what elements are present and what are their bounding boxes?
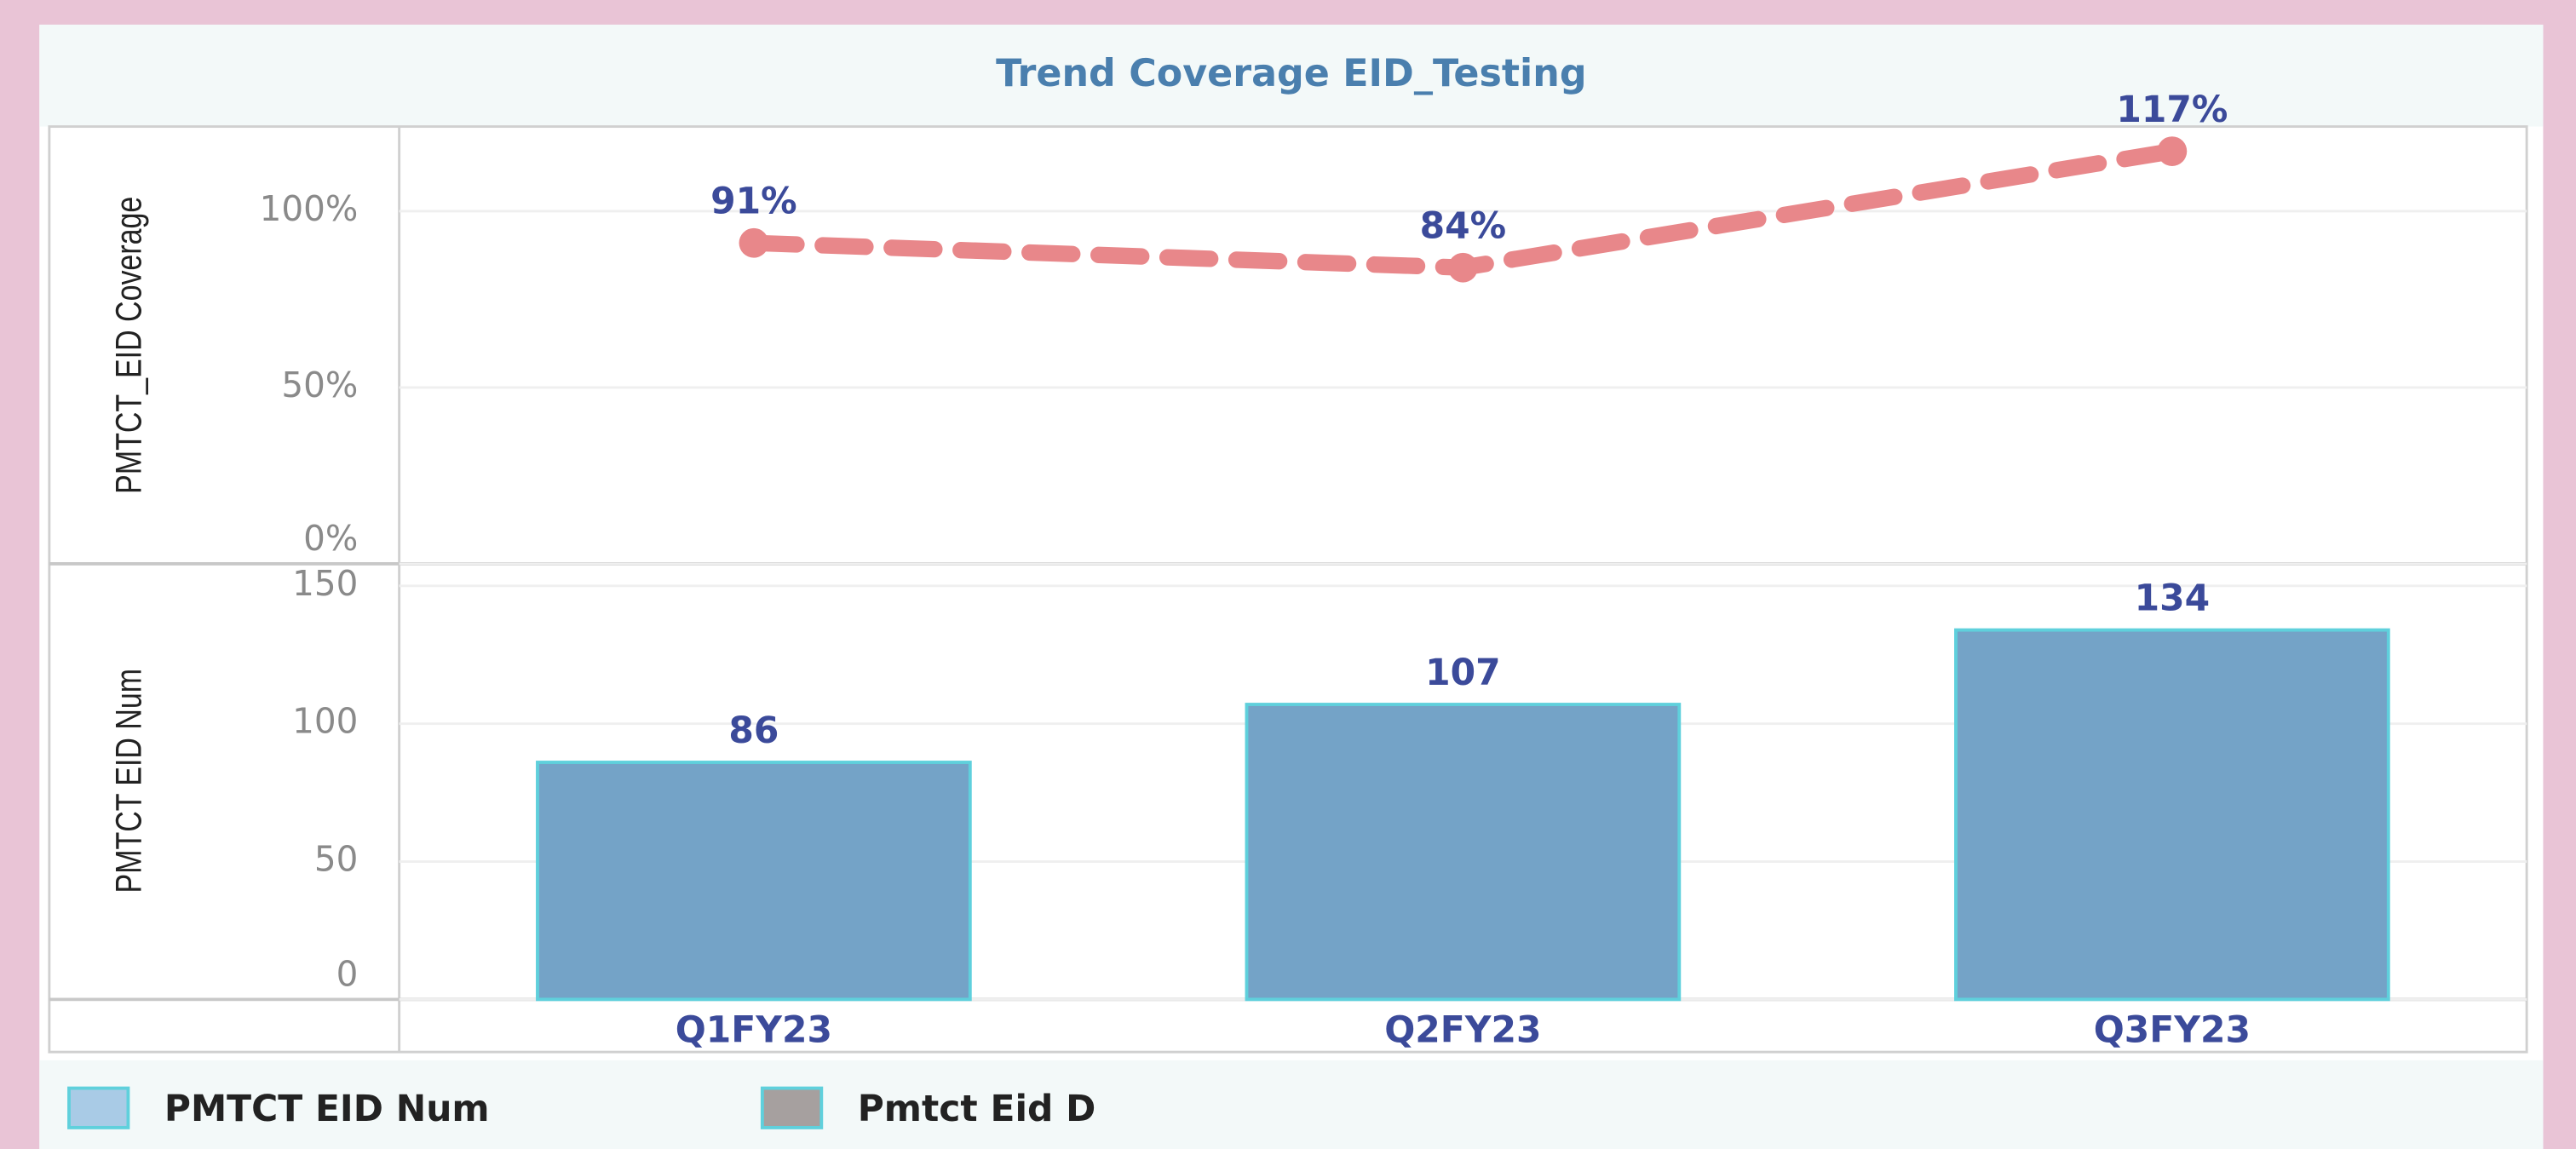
legend-band [39,1060,2544,1149]
y-tick-label: 50% [281,365,358,405]
x-tick-label: Q1FY23 [676,1009,832,1051]
x-tick-label: Q2FY23 [1384,1009,1541,1051]
y-axis-title: PMTCT EID Num [109,669,149,893]
marker [1448,252,1478,283]
bar [1245,703,1682,1002]
data-label: 86 [728,710,779,752]
y-tick-label: 100% [260,188,359,229]
title-band [39,24,2544,127]
data-label: 84% [1420,205,1507,247]
data-label: 117% [2116,89,2228,131]
frame [48,125,2528,1054]
data-label: 107 [1425,652,1501,694]
y-tick-label: 0 [336,953,359,994]
legend-swatch [760,1086,824,1129]
y-tick-label: 150 [292,563,358,604]
legend-label: PMTCT EID Num [164,1089,490,1130]
y-tick-label: 0% [303,518,358,559]
data-label: 134 [2135,577,2211,619]
legend-swatch [67,1086,130,1129]
y-tick-label: 100 [292,701,358,742]
legend-label: Pmtct Eid D [858,1089,1096,1130]
chart-title: Trend Coverage EID_Testing [996,52,1586,95]
x-tick-label: Q3FY23 [2094,1009,2251,1051]
marker [2157,136,2188,166]
y-tick-label: 50 [314,839,359,880]
y-axis-title: PMTCT_EID Coverage [109,197,149,494]
bar [536,761,972,1002]
data-label: 91% [710,181,797,222]
bar [1954,628,2390,1002]
marker [739,227,769,258]
